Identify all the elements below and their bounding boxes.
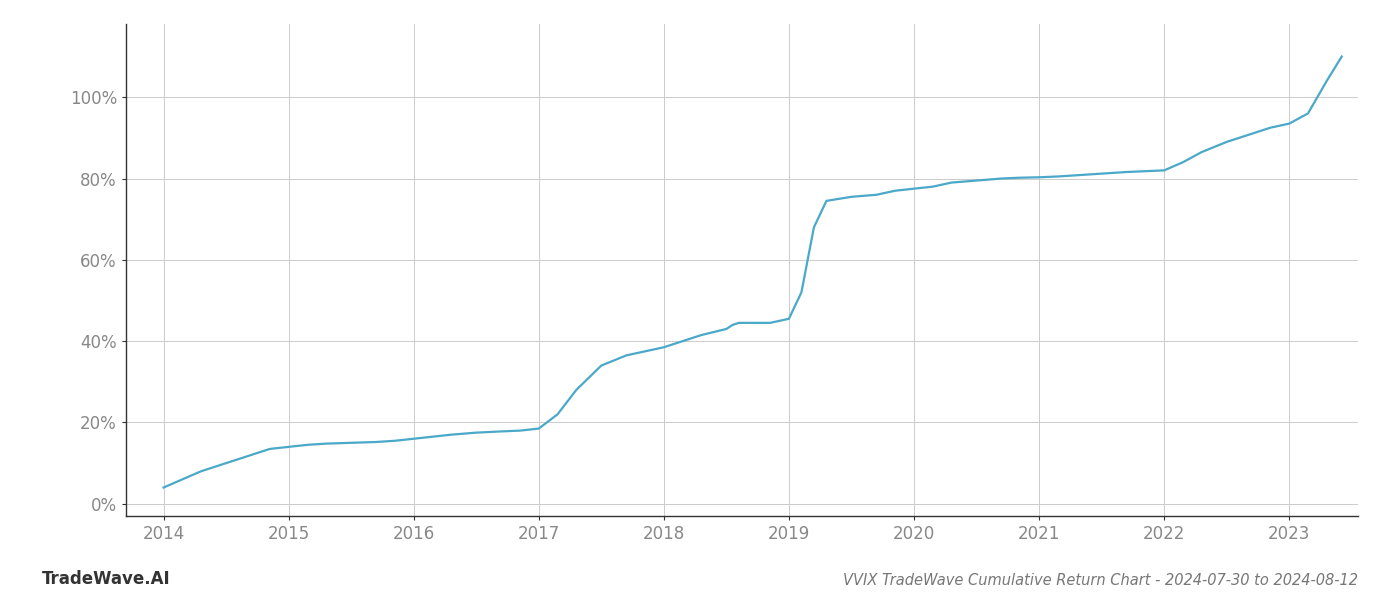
Text: TradeWave.AI: TradeWave.AI — [42, 570, 171, 588]
Text: VVIX TradeWave Cumulative Return Chart - 2024-07-30 to 2024-08-12: VVIX TradeWave Cumulative Return Chart -… — [843, 573, 1358, 588]
